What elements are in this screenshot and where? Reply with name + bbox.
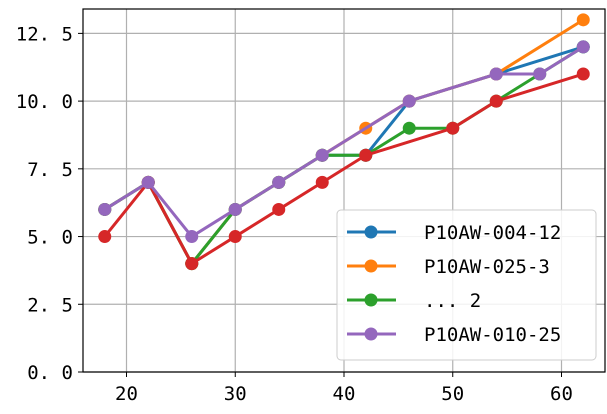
x-tick-label: 40 <box>333 383 356 405</box>
x-tick-label: 60 <box>550 383 573 405</box>
legend-label: P10AW-025-3 <box>424 256 550 278</box>
data-point <box>489 94 503 108</box>
data-point <box>228 202 242 216</box>
legend-swatch-marker <box>364 259 378 273</box>
x-tick-label: 30 <box>224 383 247 405</box>
series-layer <box>98 13 590 271</box>
data-point <box>98 230 112 244</box>
y-tick-label: 10. 0 <box>16 91 73 113</box>
data-point <box>576 40 590 54</box>
legend-entry: ... 2 <box>347 290 481 312</box>
data-point <box>185 257 199 271</box>
grid <box>83 9 605 373</box>
data-point <box>315 148 329 162</box>
data-point <box>98 202 112 216</box>
y-tick-label: 0. 0 <box>27 362 73 384</box>
data-point <box>576 13 590 27</box>
series-line <box>103 72 584 266</box>
y-tick-label: 2. 5 <box>27 294 73 316</box>
data-point <box>489 67 503 81</box>
data-point <box>272 202 286 216</box>
y-tick-label: 5. 0 <box>27 227 73 249</box>
legend-box <box>336 209 597 361</box>
y-tick-label: 12. 5 <box>16 23 73 45</box>
data-point <box>533 67 547 81</box>
legend-swatch-marker <box>364 327 378 341</box>
y-tick-label: 7. 5 <box>27 159 73 181</box>
legend-swatch-marker <box>364 225 378 239</box>
x-tick-label: 20 <box>115 383 138 405</box>
data-point <box>576 67 590 81</box>
data-point <box>272 175 286 189</box>
data-point <box>185 230 199 244</box>
series-4 <box>98 40 590 244</box>
legend-swatch-marker <box>364 293 378 307</box>
data-point <box>359 148 373 162</box>
axis-ticks: 20 30 40 50 60 0. 0 2. 5 5. 0 7. 5 10. 0 12. 5 <box>16 23 573 405</box>
data-point <box>315 175 329 189</box>
legend-entry: P10AW-010-25 <box>347 324 561 346</box>
data-point <box>141 175 155 189</box>
legend-label: P10AW-010-25 <box>424 324 561 346</box>
data-point <box>446 121 460 135</box>
data-point <box>402 94 416 108</box>
legend-label: ... 2 <box>424 290 481 312</box>
legend-entry: P10AW-025-3 <box>347 256 550 278</box>
legend-entry: P10AW-004-12 <box>347 222 561 244</box>
data-point <box>402 121 416 135</box>
data-point <box>228 230 242 244</box>
legend: P10AW-004-12 P10AW-025-3 ... 2 P10AW-010-25 <box>336 209 597 361</box>
x-tick-label: 50 <box>441 383 464 405</box>
series-line <box>103 45 585 239</box>
legend-label: P10AW-004-12 <box>424 222 561 244</box>
